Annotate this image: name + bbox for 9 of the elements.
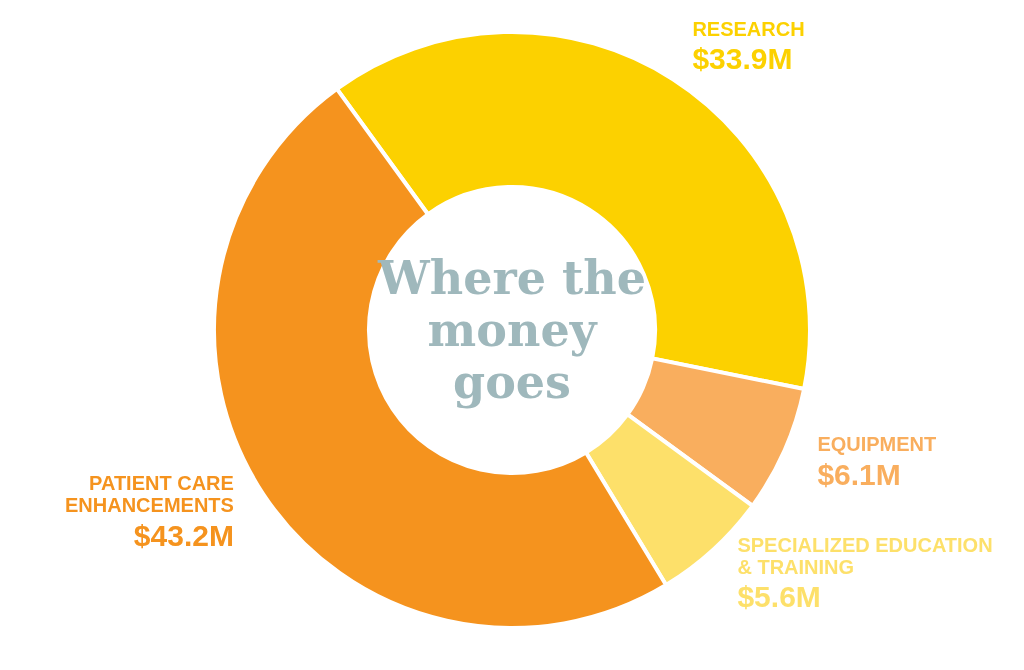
- data-label: $6.1M: [817, 457, 901, 491]
- slice-label: SPECIALIZED EDUCATION & TRAINING: [737, 533, 993, 578]
- data-label: $33.9M: [692, 42, 793, 76]
- slice-label: RESEARCH: [692, 17, 805, 40]
- slice-label: PATIENT CARE ENHANCEMENTS: [64, 472, 234, 517]
- text: Where the money goes: [376, 250, 647, 411]
- slice-label: EQUIPMENT: [817, 433, 937, 456]
- data-label: $43.2M: [133, 518, 234, 552]
- data-label: $5.6M: [737, 580, 821, 614]
